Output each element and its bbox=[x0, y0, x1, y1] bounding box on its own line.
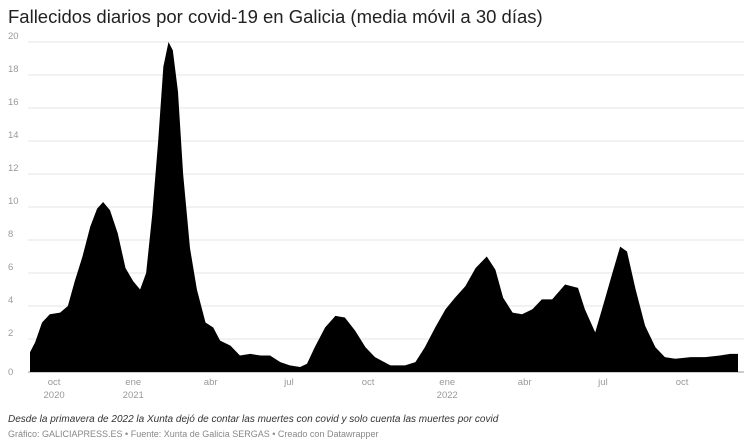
x-tick-label: ene bbox=[439, 377, 455, 388]
y-tick-label: 20 bbox=[8, 31, 19, 42]
x-tick-label: jul bbox=[597, 377, 608, 388]
x-tick-label: abr bbox=[204, 377, 218, 388]
x-tick-label: abr bbox=[518, 377, 532, 388]
area-series bbox=[29, 41, 739, 372]
chart-note: Desde la primavera de 2022 la Xunta dejó… bbox=[8, 414, 499, 425]
x-tick-year: 2020 bbox=[44, 390, 65, 401]
y-tick-label: 2 bbox=[8, 328, 13, 339]
y-tick-label: 4 bbox=[8, 295, 13, 306]
x-axis: oct 2020 ene 2021 abr jul oct ene 2022 abr jul oct bbox=[44, 377, 689, 401]
x-tick-label: oct bbox=[48, 377, 61, 388]
x-tick-year: 2022 bbox=[437, 390, 458, 401]
y-tick-label: 14 bbox=[8, 130, 19, 141]
y-tick-label: 10 bbox=[8, 196, 19, 207]
y-tick-label: 18 bbox=[8, 64, 19, 75]
y-tick-label: 16 bbox=[8, 97, 19, 108]
chart-credit: Gráfico: GALICIAPRESS.ES • Fuente: Xunta… bbox=[8, 429, 379, 439]
chart-title: Fallecidos diarios por covid-19 en Galic… bbox=[8, 6, 543, 27]
y-tick-label: 6 bbox=[8, 262, 13, 273]
x-tick-label: oct bbox=[676, 377, 689, 388]
gridlines: 0 2 4 6 8 10 12 14 16 18 20 bbox=[8, 31, 744, 378]
x-tick-label: oct bbox=[362, 377, 375, 388]
y-tick-label: 0 bbox=[8, 367, 13, 378]
y-tick-label: 8 bbox=[8, 229, 13, 240]
area-fill bbox=[30, 42, 738, 372]
x-tick-year: 2021 bbox=[123, 390, 144, 401]
x-tick-label: jul bbox=[283, 377, 294, 388]
y-tick-label: 12 bbox=[8, 163, 19, 174]
x-tick-label: ene bbox=[125, 377, 141, 388]
